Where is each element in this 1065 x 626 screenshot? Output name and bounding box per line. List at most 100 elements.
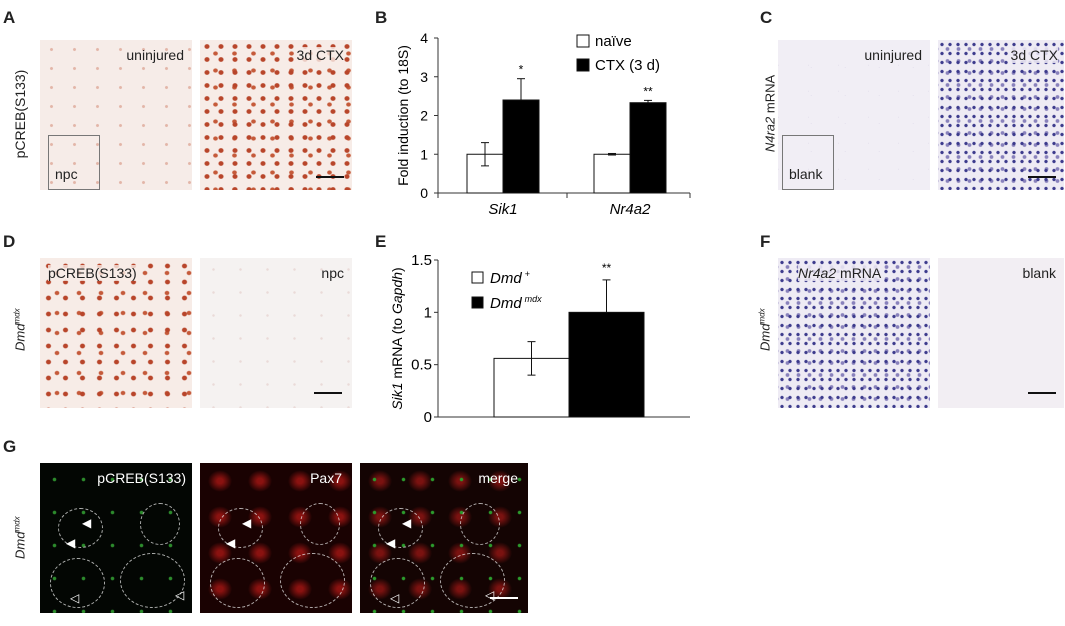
- image-d-npc: npc: [200, 258, 352, 408]
- panel-label-f: F: [760, 232, 771, 251]
- y-axis-label-part: Gapdh: [389, 272, 405, 314]
- image-d-pcreb: pCREB(S133): [40, 258, 192, 408]
- image-label: 3d CTX: [296, 47, 344, 63]
- y-axis-label-part: Sik1: [389, 382, 405, 409]
- genotype: Dmd: [757, 323, 773, 351]
- arrowhead-open-icon: ◁: [390, 591, 400, 605]
- scale-bar: [1028, 392, 1056, 394]
- panel-label-d: D: [3, 232, 16, 251]
- arrowhead-filled-icon: ◀: [386, 536, 396, 550]
- x-tick-label: Nr4a2: [610, 201, 652, 218]
- arrowhead-filled-icon: ◀: [66, 536, 76, 550]
- image-label: uninjured: [864, 47, 922, 63]
- panel-c-ylabel: N4ra2 mRNA: [763, 54, 778, 174]
- arrowhead-filled-icon: ◀: [82, 516, 92, 530]
- genotype: Dmd: [12, 531, 28, 559]
- arrowhead-open-icon: ◁: [485, 588, 495, 602]
- y-axis-label-part: mRNA (to: [389, 314, 405, 382]
- image-label: npc: [321, 265, 344, 281]
- fiber-outline: [300, 503, 340, 545]
- ylabel-rest: mRNA: [762, 74, 778, 117]
- image-g-pcreb: pCREB(S133) ◀ ◀ ◁ ◁: [40, 463, 192, 613]
- y-axis-label: Sik1 mRNA (to Gapdh): [389, 267, 405, 409]
- legend-swatch: [471, 296, 484, 309]
- y-tick-label: 0: [424, 409, 432, 426]
- arrowhead-filled-icon: ◀: [226, 536, 236, 550]
- fiber-outline: [378, 508, 423, 548]
- panel-a-ylabel: pCREB(S133): [12, 69, 28, 159]
- image-a-3d-ctx: 3d CTX: [200, 40, 352, 190]
- scale-bar: [1028, 176, 1056, 178]
- y-tick-label: 0: [420, 185, 428, 201]
- bar-Sik1-1: [502, 99, 540, 194]
- scale-bar: [316, 176, 344, 178]
- panel-g-ylabel: Dmdmdx: [12, 508, 27, 568]
- y-tick-label: 3: [420, 69, 428, 85]
- panel-d-ylabel: Dmdmdx: [12, 300, 27, 360]
- bar-Nr4a2-1: [629, 102, 667, 194]
- panel-f-ylabel: Dmdmdx: [757, 300, 772, 360]
- y-axis-label-part: ): [389, 267, 405, 272]
- panel-label-e: E: [375, 232, 387, 251]
- fiber-outline: [120, 553, 185, 608]
- fiber-outline: [58, 508, 103, 548]
- chart-e: 0 0.5 1 1.5 Dmd + ** Dmd mdx Sik1 mRNA (to Gapdh): [389, 252, 690, 426]
- legend-swatch: [471, 271, 484, 284]
- legend-swatch: [576, 58, 590, 72]
- fiber-outline: [218, 508, 263, 548]
- scale-bar: [314, 392, 342, 394]
- image-label: 3d CTX: [1010, 47, 1058, 63]
- image-label: pCREB(S133): [97, 470, 186, 486]
- image-label: pCREB(S133): [48, 265, 137, 281]
- bar-Nr4a2-0: [593, 153, 631, 194]
- chart-b: 0 1 2 3 4 * Sik1 ** Nr4a2 Fold induction (to 18S)…: [395, 30, 691, 218]
- arrowhead-open-icon: ◁: [175, 588, 185, 602]
- genotype-sup: mdx: [12, 308, 22, 324]
- x-tick-label: Sik1: [488, 201, 517, 218]
- image-label: blank: [1022, 265, 1056, 281]
- gene-name: Nr4a2: [798, 265, 837, 281]
- legend-label: Dmd +: [490, 269, 530, 287]
- significance-mark: **: [602, 261, 612, 275]
- significance-mark: *: [519, 63, 524, 77]
- image-g-merge: merge ◀ ◀ ◁ ◁: [360, 463, 528, 613]
- panel-label-g: G: [3, 437, 17, 456]
- arrowhead-filled-icon: ◀: [402, 516, 412, 530]
- inset-npc: npc: [48, 135, 100, 190]
- y-tick-label: 1: [424, 304, 432, 321]
- inset-blank: blank: [782, 135, 834, 190]
- fiber-outline: [460, 503, 500, 545]
- y-tick-label: 4: [420, 30, 428, 46]
- y-tick-label: 1.5: [411, 252, 432, 269]
- fiber-outline: [50, 558, 105, 608]
- scale-bar: [490, 597, 518, 599]
- image-a-uninjured: uninjured npc: [40, 40, 192, 190]
- image-label: uninjured: [126, 47, 184, 63]
- panel-label-c: C: [760, 8, 773, 27]
- arrowhead-open-icon: ◁: [70, 591, 80, 605]
- image-c-3d-ctx: 3d CTX: [938, 40, 1064, 190]
- bar-1: [568, 311, 645, 418]
- genotype-sup: mdx: [12, 516, 22, 532]
- image-f-nr4a2: Nr4a2 mRNA: [778, 258, 930, 408]
- fiber-outline: [210, 558, 265, 608]
- panel-label-a: A: [3, 8, 16, 27]
- y-tick-label: 0.5: [411, 357, 432, 374]
- legend-label: naïve: [595, 33, 632, 50]
- y-tick-label: 1: [420, 146, 428, 162]
- genotype-sup: mdx: [757, 308, 767, 324]
- legend-sup: +: [525, 269, 530, 279]
- fiber-outline: [370, 558, 425, 608]
- image-g-pax7: Pax7 ◀ ◀: [200, 463, 352, 613]
- y-axis-label: Fold induction (to 18S): [395, 45, 411, 186]
- fiber-outline: [140, 503, 180, 545]
- significance-mark: **: [643, 84, 653, 98]
- fiber-outline: [280, 553, 345, 608]
- image-label: merge: [478, 470, 518, 486]
- image-label: Nr4a2 mRNA: [798, 265, 882, 281]
- legend-swatch: [576, 34, 590, 48]
- fiber-outline: [440, 553, 505, 608]
- y-tick-label: 2: [420, 108, 428, 124]
- genotype: Dmd: [12, 323, 28, 351]
- image-label: Pax7: [310, 470, 342, 486]
